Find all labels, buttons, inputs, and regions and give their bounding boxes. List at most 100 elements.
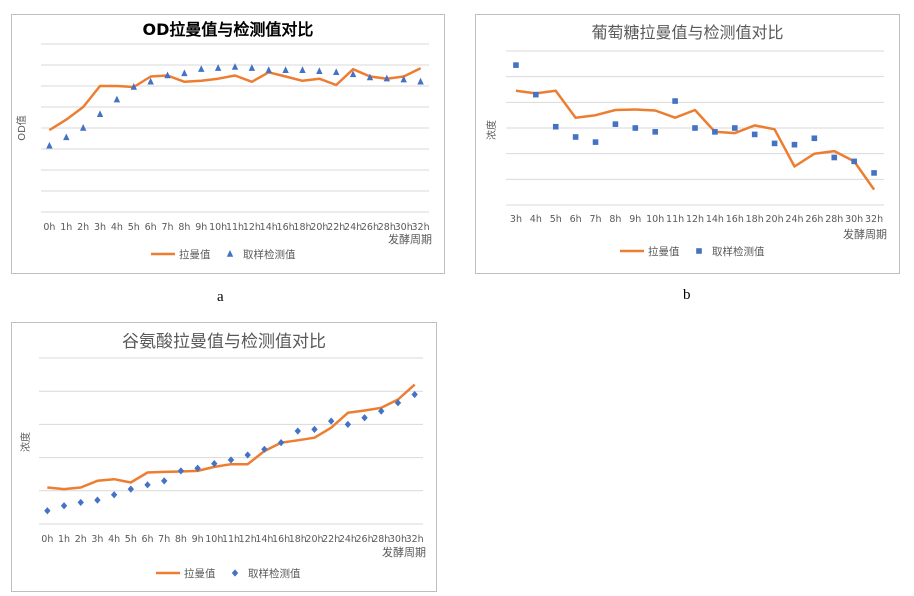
x-axis-label: 发酵周期 [388,232,432,246]
x-tick-label: 5h [128,222,140,233]
chart-border [11,14,445,274]
x-tick-label: 6h [570,214,582,225]
x-tick-label: 26h [361,222,379,233]
data-point-sampled [771,140,778,147]
data-point-sampled [672,98,678,104]
data-point-sampled [751,131,758,138]
chart-title: OD拉曼值与检测值对比 [143,20,314,39]
x-tick-label: 28h [372,534,390,545]
glucose-chart: 葡萄糖拉曼值与检测值对比 3h 4h 5h 6h 7h 8h 9h 10h 11h 12h 14h 16… [475,14,900,274]
data-point-sampled [265,66,272,73]
x-tick-label: 18h [746,214,764,225]
data-point-sampled [378,407,385,415]
data-point-sampled [552,123,559,130]
x-tick-label: 4h [111,222,123,233]
data-point-sampled [194,464,201,472]
x-tick-label: 20h [305,534,323,545]
data-point-sampled [851,158,857,165]
data-point-sampled [79,124,87,131]
x-tick-label: 26h [356,534,374,545]
data-point-sampled [147,77,154,85]
legend-label-raman: 拉曼值 [179,248,211,261]
x-tick-label: 32h [865,214,883,225]
x-tick-label: 14h [706,214,724,225]
data-point-sampled [113,95,121,103]
x-tick-label: 10h [209,222,227,233]
data-point-sampled [164,71,171,79]
data-point-sampled [214,64,222,71]
data-point-sampled [333,68,340,76]
x-tick-label: 4h [530,214,542,225]
x-tick-label: 30h [395,222,413,233]
od-chart: OD拉曼值与检测值对比 0h 1h 2h 3h 4h 5h 6h 7h 8h 9h 10h11h12h… [11,14,445,274]
series-line-raman [48,67,422,132]
data-point-sampled [231,63,239,70]
x-tick-label: 12h [239,534,257,545]
data-point-sampled [127,485,135,493]
caption-b: b [683,287,691,303]
data-point-sampled [811,135,818,142]
legend-label-sampled: 取样检测值 [248,567,301,580]
x-tick-label: 5h [550,214,562,225]
data-point-sampled [110,491,118,499]
x-tick-label: 9h [629,214,641,225]
data-point-sampled [612,121,619,127]
x-tick-label: 11h [226,222,244,233]
data-point-sampled [791,141,798,148]
data-point-sampled [316,67,323,74]
data-point-sampled [692,125,698,131]
od-chart-panel: OD拉曼值与检测值对比 0h 1h 2h 3h 4h 5h 6h 7h 8h 9h 10h 11h 12h… [11,14,445,274]
x-tick-label: 32h [406,534,424,545]
x-tick-label: 9h [192,534,204,545]
x-tick-label: 8h [609,214,621,225]
series-line-raman [47,383,416,491]
x-tick-label: 6h [145,222,157,233]
x-tick-label: 24h [785,214,803,225]
legend-label-raman: 拉曼值 [184,567,216,580]
x-tick-label: 0h [41,534,53,545]
x-tick-label: 8h [175,534,187,545]
data-point-sampled [400,75,407,83]
x-tick-label: 3h [91,534,103,545]
chart-title: 葡萄糖拉曼值与检测值对比 [591,23,783,42]
data-point-sampled [181,69,188,77]
data-point-sampled [592,139,599,145]
x-tick-label: 20h [766,214,784,225]
data-point-sampled [130,83,137,90]
data-point-sampled [299,66,306,73]
x-tick-label: 4h [108,534,120,545]
chart-border [11,322,437,592]
x-tick-label: 11h [222,534,240,545]
data-point-sampled [248,64,256,71]
x-tick-label: 20h [310,222,328,233]
x-tick-label: 16h [277,222,295,233]
x-tick-label: 7h [161,222,173,233]
x-tick-label: 3h [510,214,522,225]
data-point-sampled [871,170,877,176]
x-tick-label: 12h [686,214,704,225]
x-tick-label: 2h [77,222,89,233]
data-point-sampled [417,77,424,85]
data-point-sampled [244,451,251,459]
data-point-sampled [361,414,368,422]
x-tick-label: 16h [726,214,744,225]
x-tick-label: 2h [75,534,87,545]
data-point-sampled [366,73,374,81]
x-axis-label: 发酵周期 [843,227,887,241]
x-tick-label: 3h [94,222,106,233]
x-tick-label: 28h [378,222,396,233]
x-tick-label: 8h [178,222,190,233]
x-tick-label: 16h [272,534,290,545]
x-tick-label: 22h [327,222,345,233]
data-point-sampled [177,467,185,475]
data-point-sampled [282,66,289,73]
legend-marker-swatch [696,248,702,254]
y-axis-label: OD值 [15,115,28,141]
data-point-sampled [94,496,101,504]
x-tick-label: 18h [289,534,307,545]
x-tick-label: 30h [389,534,407,545]
data-point-sampled [831,154,838,161]
legend-label-raman: 拉曼值 [648,245,680,258]
x-tick-label: 18h [293,222,311,233]
data-point-sampled [712,129,718,135]
